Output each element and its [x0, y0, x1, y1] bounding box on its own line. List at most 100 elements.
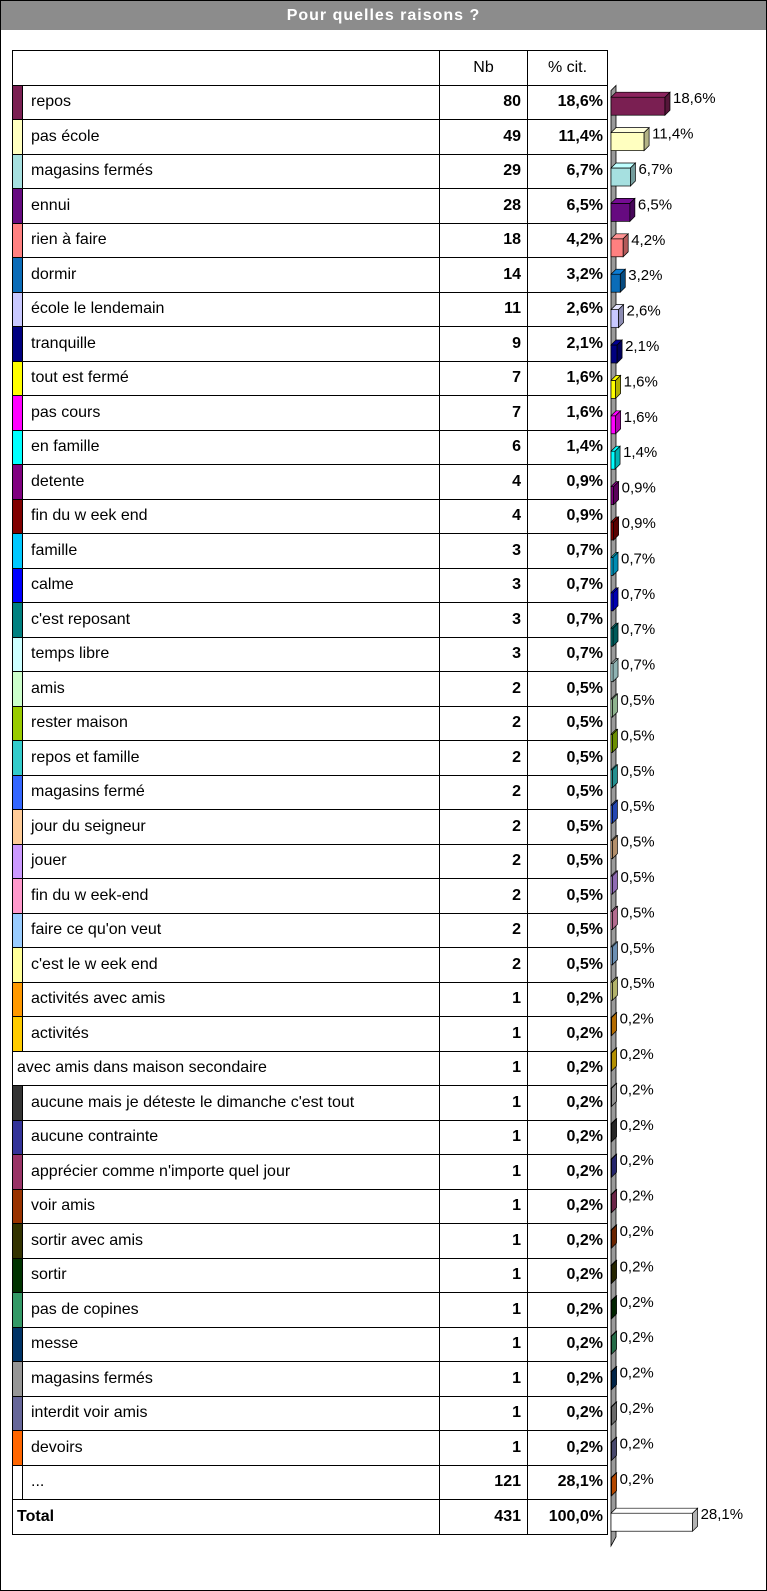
row-pct: 0,2%: [527, 981, 608, 1017]
row-label: devoirs: [22, 1430, 440, 1466]
row-label: magasins fermés: [22, 1361, 440, 1397]
row-pct: 0,7%: [527, 533, 608, 569]
bar-side: [611, 1011, 617, 1037]
bar-label: 0,2%: [620, 1400, 654, 1417]
bar-label: 0,7%: [621, 586, 655, 603]
bar-side: [613, 516, 619, 541]
bar-label: 1,6%: [624, 409, 658, 426]
bar-side: [611, 1259, 617, 1285]
bar: [610, 486, 614, 505]
row-pct: 0,2%: [527, 1257, 608, 1293]
table-row: aucune mais je déteste le dimanche c'est…: [12, 1085, 608, 1121]
row-nb: 1: [439, 1361, 528, 1397]
row-nb: 1: [439, 1085, 528, 1121]
row-label: apprécier comme n'importe quel jour: [22, 1154, 440, 1190]
table-row: fin du w eek end 4 0,9%: [12, 498, 608, 534]
row-nb: 1: [439, 1188, 528, 1224]
bar-side: [612, 586, 619, 612]
row-label: rien à faire: [22, 222, 440, 258]
bar-label: 11,4%: [652, 126, 693, 143]
bar-label: 4,2%: [631, 232, 665, 249]
row-nb: 80: [439, 84, 528, 120]
bar-side: [616, 339, 623, 364]
bar: [610, 273, 621, 293]
bar-side: [611, 1082, 617, 1108]
table-row: apprécier comme n'importe quel jour 1 0,2%: [12, 1154, 608, 1190]
bar-side: [612, 763, 618, 789]
bar: [610, 167, 631, 187]
bar-label: 0,5%: [620, 798, 654, 815]
bar-side: [612, 622, 619, 648]
row-pct: 0,2%: [527, 1154, 608, 1190]
bar-side: [612, 940, 618, 966]
table-row: tranquille 9 2,1%: [12, 326, 608, 362]
row-label: jour du seigneur: [22, 809, 440, 845]
bar-top: [610, 91, 671, 98]
row-pct: 2,6%: [527, 291, 608, 327]
row-pct: 0,7%: [527, 636, 608, 672]
row-label: magasins fermé: [22, 774, 440, 810]
row-pct: 2,1%: [527, 326, 608, 362]
bar-label: 0,5%: [620, 692, 654, 709]
bar-label: 0,2%: [620, 1152, 654, 1169]
table-row: faire ce qu'on veut 2 0,5%: [12, 912, 608, 948]
bar-label: 0,9%: [622, 515, 656, 532]
total-nb: 431: [439, 1499, 528, 1535]
bar-side: [612, 551, 619, 577]
row-pct: 0,2%: [527, 1119, 608, 1155]
bar-side: [612, 905, 618, 931]
row-nb: 2: [439, 671, 528, 707]
row-label: jouer: [22, 843, 440, 879]
row-label: rester maison: [22, 705, 440, 741]
bar-side: [629, 197, 636, 223]
bar-side: [612, 657, 619, 683]
row-pct: 0,2%: [527, 1395, 608, 1431]
bar: [610, 238, 624, 258]
row-nb: 2: [439, 843, 528, 879]
row-label: temps libre: [22, 636, 440, 672]
bar-side: [611, 1117, 617, 1143]
bar: [610, 1512, 693, 1532]
total-label: Total: [12, 1499, 440, 1535]
table-row: rien à faire 18 4,2%: [12, 222, 608, 258]
row-nb: 49: [439, 119, 528, 155]
table-row: temps libre 3 0,7%: [12, 636, 608, 672]
row-nb: 28: [439, 188, 528, 224]
row-label: detente: [22, 464, 440, 500]
bar-label: 1,6%: [624, 373, 658, 390]
bar-side: [618, 303, 624, 329]
bar: [610, 450, 616, 470]
row-pct: 0,2%: [527, 1050, 608, 1086]
bar-side: [613, 480, 619, 506]
bar-label: 3,2%: [628, 267, 662, 284]
row-nb: 3: [439, 602, 528, 638]
bar-label: 0,2%: [620, 1435, 654, 1452]
bar-side: [611, 1365, 617, 1391]
row-pct: 0,2%: [527, 1085, 608, 1121]
row-pct: 1,4%: [527, 429, 608, 465]
row-nb: 3: [439, 636, 528, 672]
table-row: dormir 14 3,2%: [12, 257, 608, 293]
row-pct: 0,2%: [527, 1361, 608, 1397]
bar-side: [612, 693, 618, 718]
bar-label: 0,2%: [620, 1365, 654, 1382]
table-row: activités avec amis 1 0,2%: [12, 981, 608, 1017]
table-row: aucune contrainte 1 0,2%: [12, 1119, 608, 1155]
header-pct: % cit.: [527, 50, 608, 86]
row-pct: 18,6%: [527, 84, 608, 120]
bar-label: 0,5%: [620, 727, 654, 744]
row-pct: 0,5%: [527, 878, 608, 914]
row-label: repos: [22, 84, 440, 120]
table-row: magasins fermés 1 0,2%: [12, 1361, 608, 1397]
bar-label: 6,7%: [638, 161, 672, 178]
table-row: devoirs 1 0,2%: [12, 1430, 608, 1466]
row-nb: 1: [439, 1430, 528, 1466]
bar-label: 0,2%: [620, 1294, 654, 1311]
row-label: en famille: [22, 429, 440, 465]
row-pct: 0,5%: [527, 705, 608, 741]
bar-label: 0,5%: [620, 834, 654, 851]
table-row: ennui 28 6,5%: [12, 188, 608, 224]
bar-label: 0,2%: [620, 1011, 654, 1028]
bar-side: [615, 409, 621, 435]
bar-side: [611, 1224, 617, 1249]
